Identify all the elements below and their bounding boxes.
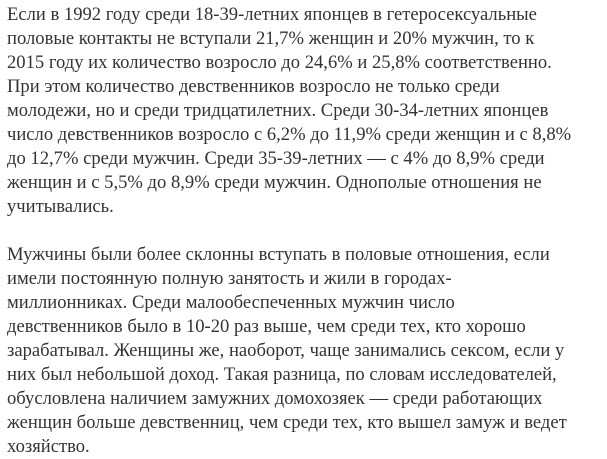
text-line: девственников было в 10-20 раз выше, чем…	[7, 316, 526, 337]
text-line: Мужчины были более склонны вступать в по…	[7, 244, 550, 265]
text-line: зарабатывал. Женщины же, наоборот, чаще …	[7, 340, 565, 361]
text-line: них был небольшой доход. Такая разница, …	[7, 364, 557, 385]
paragraph: Мужчины были более склонны вступать в по…	[7, 243, 607, 459]
text-line: При этом количество девственников возрос…	[7, 76, 500, 97]
text-line: половые контакты не вступали 21,7% женщи…	[7, 28, 535, 49]
text-line: женщин больше девственниц, чем среди тех…	[7, 412, 567, 433]
text-line: женщин и с 5,5% до 8,9% среди мужчин. Од…	[7, 172, 542, 193]
text-line: миллионниках. Среди малообеспеченных муж…	[7, 292, 455, 313]
text-line: имели постоянную полную занятость и жили…	[7, 268, 452, 289]
text-line: до 12,7% среди мужчин. Среди 35-39-летни…	[7, 148, 545, 169]
text-line: учитывались.	[7, 196, 114, 217]
text-line: число девственников возросло с 6,2% до 1…	[7, 124, 572, 145]
text-line: молодежи, но и среди тридцатилетних. Сре…	[7, 100, 549, 121]
text-line: обусловлена наличием замужних домохозяек…	[7, 388, 543, 409]
text-line: 2015 году их количество возросло до 24,6…	[7, 52, 552, 73]
text-line: хозяйство.	[7, 436, 90, 457]
paragraph: Если в 1992 году среди 18-39-летних япон…	[7, 3, 607, 219]
text-line: Если в 1992 году среди 18-39-летних япон…	[7, 4, 537, 25]
